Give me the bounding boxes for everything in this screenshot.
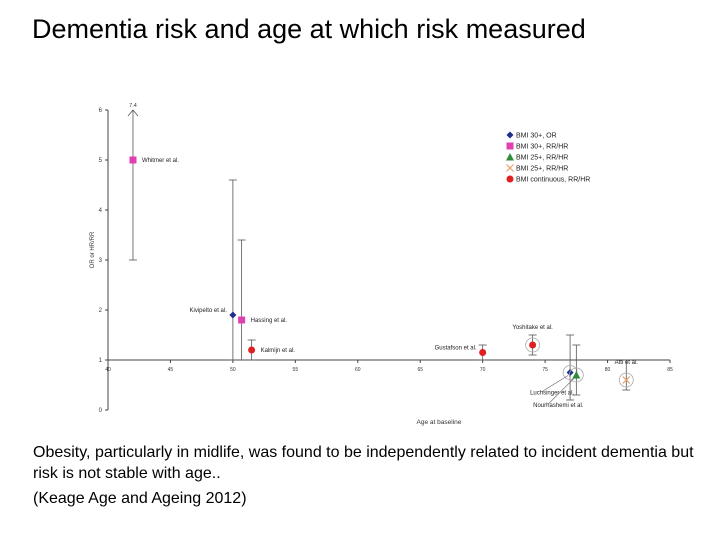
y-axis-label: OR or HR/RR xyxy=(90,231,96,268)
point-label: Kalmijn et al. xyxy=(261,348,296,354)
point-label: Hassing et al. xyxy=(251,318,288,324)
point-label: Atti et al. xyxy=(615,360,639,366)
y-tick-label: 2 xyxy=(99,308,103,314)
y-tick-label: 4 xyxy=(99,208,103,214)
slide-title: Dementia risk and age at which risk meas… xyxy=(32,14,586,44)
arrow-head xyxy=(127,109,139,117)
data-point xyxy=(248,346,256,354)
x-tick-label: 80 xyxy=(605,367,611,373)
point-label: Yoshitake et al. xyxy=(512,325,553,331)
x-tick-label: 50 xyxy=(230,367,236,373)
point-label: Gustafson et al. xyxy=(435,346,477,352)
x-tick-label: 45 xyxy=(168,367,174,373)
leader-line xyxy=(541,375,569,392)
data-point xyxy=(572,371,581,379)
highlight-ring xyxy=(525,337,541,353)
y-tick-label: 0 xyxy=(99,408,103,414)
legend-marker xyxy=(506,153,514,161)
x-tick-label: 65 xyxy=(417,367,423,373)
x-tick-label: 60 xyxy=(355,367,361,373)
x-tick-label: 70 xyxy=(480,367,486,373)
point-label: Nourhashemi et al. xyxy=(533,403,584,409)
legend-marker xyxy=(506,164,514,172)
x-tick-label: 75 xyxy=(542,367,548,373)
data-point xyxy=(229,311,237,319)
data-point xyxy=(529,341,537,349)
point-label: Luchsinger et al. xyxy=(530,391,574,397)
y-tick-label: 6 xyxy=(99,108,103,114)
highlight-ring xyxy=(568,367,584,383)
x-tick-label: 85 xyxy=(667,367,673,373)
legend-marker xyxy=(506,142,514,150)
x-tick-label: 40 xyxy=(105,367,111,373)
data-point xyxy=(129,156,137,164)
y-tick-label: 3 xyxy=(99,258,103,264)
legend-label: BMI 30+, RR/HR xyxy=(516,144,568,151)
legend-marker xyxy=(506,175,514,183)
slide-caption: Obesity, particularly in midlife, was fo… xyxy=(33,444,694,482)
upper-bound-label: 7.4 xyxy=(129,103,137,109)
leader-line xyxy=(548,377,575,405)
legend-label: BMI 25+, RR/HR xyxy=(516,166,568,173)
legend-label: BMI 25+, RR/HR xyxy=(516,155,568,162)
highlight-ring xyxy=(618,372,634,388)
y-tick-label: 5 xyxy=(99,158,103,164)
x-tick-label: 55 xyxy=(293,367,299,373)
data-point xyxy=(238,316,246,324)
y-tick-label: 1 xyxy=(99,358,103,364)
point-label: Kivipelto et al. xyxy=(190,308,228,314)
x-axis-label: Age at baseline xyxy=(417,419,462,426)
data-point xyxy=(622,376,631,384)
legend-label: BMI 30+, OR xyxy=(516,133,557,140)
data-point xyxy=(479,349,487,356)
legend-label: BMI continuous, RR/HR xyxy=(516,177,590,184)
slide-reference: (Keage Age and Ageing 2012) xyxy=(33,490,247,507)
legend-marker xyxy=(506,131,514,139)
point-label: Whitmer et al. xyxy=(142,158,179,164)
